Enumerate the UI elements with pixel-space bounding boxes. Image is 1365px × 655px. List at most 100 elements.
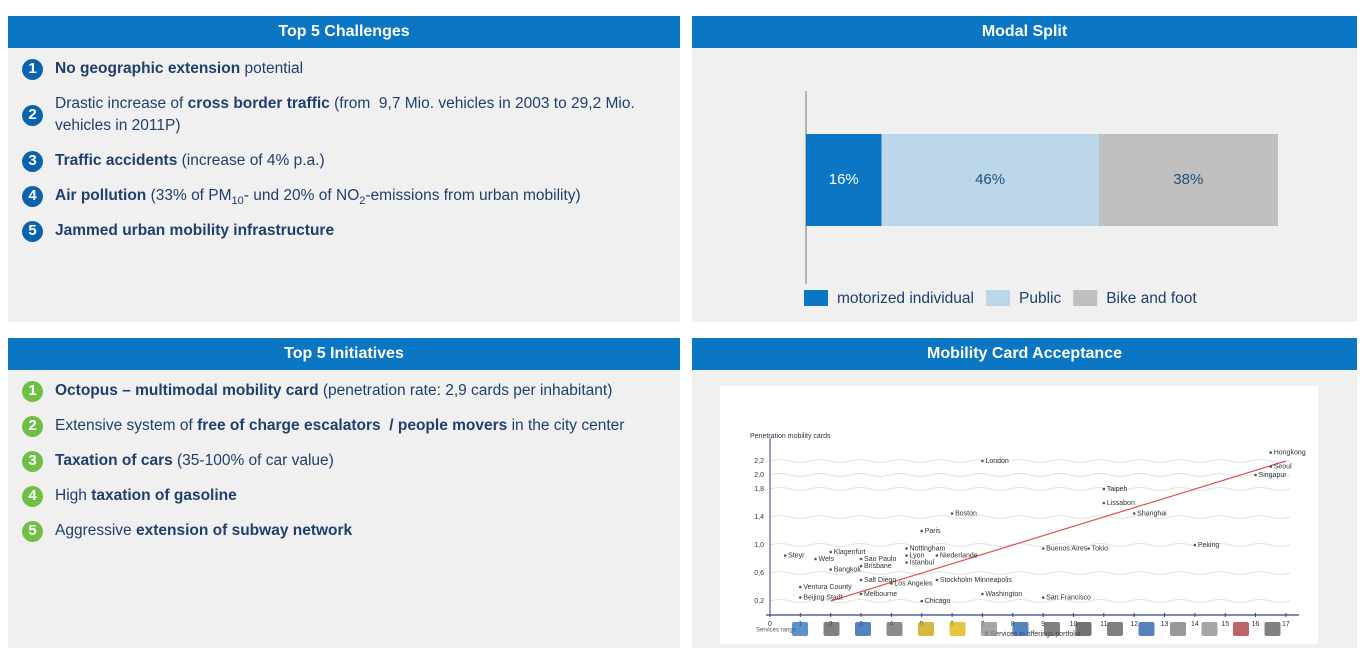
point-label: Taipeh	[1107, 486, 1128, 493]
bar-segment	[881, 134, 1099, 226]
item-text: No geographic extension potential	[55, 58, 303, 80]
service-icon	[1044, 622, 1060, 636]
point-label: Klagenfurt	[834, 549, 866, 556]
service-icon	[949, 622, 966, 636]
y-tick-label: 0,6	[754, 570, 764, 577]
bar-segment	[806, 134, 882, 226]
x-tick-label: 15	[1221, 621, 1229, 628]
x-tick-label: 14	[1191, 621, 1199, 628]
panel-title: Top 5 Initiatives	[8, 338, 680, 370]
y-tick-label: 1,0	[754, 542, 764, 549]
point	[1269, 465, 1273, 468]
y-axis-title: Penetration mobility cards	[750, 433, 831, 440]
point-label: Washington	[985, 591, 1022, 598]
text-segment: (increase of 4% p.a.)	[177, 152, 325, 169]
item-number: 2	[22, 104, 43, 126]
list-item: 5 Jammed urban mobility infrastructure	[22, 220, 660, 242]
service-icon	[1138, 622, 1155, 636]
point-label: Salt Diego	[864, 577, 896, 584]
value-label: 38%	[1173, 171, 1203, 188]
point-label: Nottingham	[910, 545, 946, 552]
legend-swatch	[986, 290, 1010, 306]
item-text: Traffic accidents (increase of 4% p.a.)	[55, 150, 325, 172]
legend-swatch	[804, 290, 828, 306]
grid-line	[769, 543, 1291, 547]
list-item: 4 High taxation of gasoline	[22, 485, 660, 507]
service-icon	[918, 622, 934, 636]
value-label: 16%	[829, 171, 859, 188]
item-text: High taxation of gasoline	[55, 485, 237, 507]
point	[783, 554, 787, 557]
service-icon	[886, 622, 903, 636]
legend-label: Bike and foot	[1106, 290, 1197, 307]
point	[935, 578, 939, 582]
image-bg	[720, 386, 1318, 644]
grid-line	[769, 473, 1291, 477]
text-segment: - und 20% of NO	[243, 187, 360, 204]
point	[1102, 501, 1106, 505]
text-segment: Traffic accidents	[55, 152, 178, 169]
point-label: Sao Paulo	[864, 556, 896, 563]
point	[859, 557, 863, 561]
item-number: 4	[22, 485, 43, 507]
point	[859, 578, 863, 582]
service-icon	[1075, 622, 1092, 636]
point	[920, 599, 924, 603]
text-segment: extension of subway network	[135, 522, 353, 539]
challenges-panel: Top 5 Challenges 1 No geographic extensio…	[8, 16, 680, 322]
text-segment: potential	[240, 60, 304, 77]
point-label: Buenos Aires	[1046, 545, 1088, 552]
service-icon	[1233, 622, 1249, 636]
footer-label: Services range	[756, 628, 797, 634]
service-icon	[823, 622, 840, 636]
point	[829, 550, 832, 554]
text-segment: No geographic extension	[55, 60, 241, 77]
point	[981, 592, 984, 596]
chart: 16% 46% 38% motorized individual Public Bike …	[804, 91, 1278, 307]
list-item: 4 Air pollution (33% of PM10- und 20% of …	[22, 185, 660, 207]
grid-line	[769, 515, 1291, 519]
point	[799, 596, 802, 599]
item-text: Aggressive extension of subway network	[55, 520, 352, 542]
text-segment: (from 9,7 Mio. vehicles in 2003 to 29,2 …	[55, 95, 640, 134]
text-segment: (35-100% of car value)	[172, 452, 334, 469]
point-label: Beijing Stadt	[803, 594, 842, 601]
service-icon	[792, 622, 808, 636]
item-text: Octopus – multimodal mobility card (pene…	[55, 380, 612, 402]
point	[859, 564, 863, 568]
point	[920, 529, 924, 533]
modal-panel: Modal Split 16% 46% 38% motorized individua…	[692, 16, 1357, 322]
point	[1041, 596, 1045, 599]
item-number: 3	[22, 450, 43, 472]
text-segment: in the city center	[507, 417, 625, 434]
text-segment: 2	[359, 195, 366, 208]
x-tick-label: 12	[1130, 621, 1138, 628]
x-tick-label: 13	[1161, 621, 1169, 628]
legend-label: motorized individual	[837, 290, 974, 307]
item-number: 1	[22, 58, 43, 80]
x-tick-label: 0	[768, 621, 772, 628]
point	[1087, 547, 1090, 550]
point-label: Tokio	[1092, 545, 1108, 552]
text-segment: Octopus – multimodal mobility card	[55, 382, 319, 399]
point-label: Shanghai	[1137, 510, 1167, 517]
point	[1269, 451, 1273, 454]
initiatives-panel: Top 5 Initiatives 1 Octopus – multimodal …	[8, 338, 680, 648]
point	[1254, 473, 1257, 477]
point-label: Wels	[819, 556, 835, 563]
grid-line	[769, 459, 1291, 463]
item-number: 4	[22, 185, 43, 207]
point-label: Bangkok	[834, 566, 862, 573]
point-label: Lissabon	[1107, 500, 1135, 507]
point-label: Ventura County	[803, 584, 852, 591]
trend-line	[830, 460, 1287, 602]
list-item: 3 Traffic accidents (increase of 4% p.a.)	[22, 150, 660, 172]
y-tick-label: 2,0	[754, 472, 764, 479]
y-tick-label: 1,4	[754, 514, 764, 521]
x-tick-label: 16	[1252, 621, 1260, 628]
text-segment: (penetration rate: 2,9 cards per inhabit…	[318, 382, 613, 399]
item-text: Taxation of cars (35-100% of car value)	[55, 450, 334, 472]
text-segment: High	[55, 487, 92, 504]
text-segment: 10	[231, 195, 244, 208]
x-tick-label: 17	[1282, 621, 1290, 628]
